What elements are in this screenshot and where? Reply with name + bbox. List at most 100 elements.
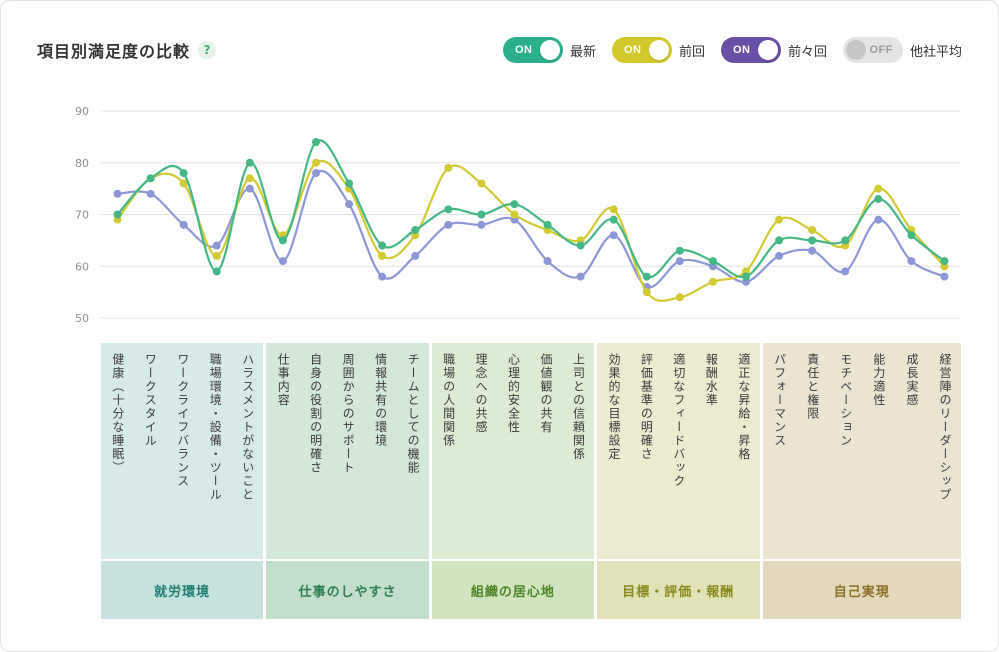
category-label: 情報共有の環境 bbox=[364, 343, 396, 559]
data-point[interactable] bbox=[345, 179, 354, 188]
data-point[interactable] bbox=[278, 257, 287, 266]
data-point[interactable] bbox=[477, 179, 486, 188]
data-point[interactable] bbox=[477, 210, 486, 219]
category-group-1: 健康（十分な睡眠） ワークスタイル ワークライフバランス 職場環境・設備・ツール ハラス… bbox=[101, 343, 264, 619]
category-label: チームとしての機能 bbox=[396, 343, 428, 559]
data-point[interactable] bbox=[378, 241, 387, 250]
data-point[interactable] bbox=[808, 226, 817, 235]
data-point[interactable] bbox=[841, 267, 850, 276]
category-label: パフォーマンス bbox=[763, 343, 796, 559]
data-point[interactable] bbox=[609, 231, 618, 240]
category-label: 健康（十分な睡眠） bbox=[101, 343, 133, 559]
data-point[interactable] bbox=[841, 236, 850, 245]
data-point[interactable] bbox=[444, 163, 453, 172]
data-point[interactable] bbox=[675, 246, 684, 255]
data-point[interactable] bbox=[543, 220, 552, 229]
data-point[interactable] bbox=[179, 220, 188, 229]
category-label: ハラスメントがないこと bbox=[231, 343, 263, 559]
data-point[interactable] bbox=[874, 184, 883, 193]
data-point[interactable] bbox=[642, 272, 651, 281]
category-label-text: 理念への共感 bbox=[474, 353, 489, 434]
data-point[interactable] bbox=[609, 215, 618, 224]
category-label-text: 適切なフィードバック bbox=[671, 353, 686, 488]
data-point[interactable] bbox=[179, 169, 188, 178]
group-band: 自己実現 bbox=[762, 561, 961, 619]
data-point[interactable] bbox=[510, 200, 519, 209]
data-point[interactable] bbox=[775, 215, 784, 224]
data-point[interactable] bbox=[212, 251, 221, 260]
toggle-switch[interactable]: OFF bbox=[842, 37, 903, 63]
data-point[interactable] bbox=[675, 257, 684, 266]
data-point[interactable] bbox=[113, 210, 122, 219]
toggle-knob-icon bbox=[845, 40, 866, 60]
data-point[interactable] bbox=[907, 257, 916, 266]
data-point[interactable] bbox=[278, 236, 287, 245]
y-axis-tick-label: 50 bbox=[75, 312, 89, 325]
y-axis-tick-label: 90 bbox=[75, 105, 89, 118]
data-point[interactable] bbox=[940, 272, 949, 281]
data-point[interactable] bbox=[378, 272, 387, 281]
data-point[interactable] bbox=[312, 169, 320, 178]
toggle-switch[interactable]: ON bbox=[720, 37, 781, 63]
data-point[interactable] bbox=[312, 138, 320, 147]
data-point[interactable] bbox=[146, 174, 155, 183]
data-point[interactable] bbox=[245, 184, 254, 193]
category-label-text: ワークスタイル bbox=[143, 353, 158, 448]
category-label: 理念への共感 bbox=[464, 343, 496, 559]
data-point[interactable] bbox=[212, 267, 221, 276]
data-point[interactable] bbox=[940, 257, 949, 266]
data-point[interactable] bbox=[312, 158, 320, 167]
category-label-text: ハラスメントがないこと bbox=[240, 353, 255, 502]
category-label: 能力適性 bbox=[862, 343, 895, 559]
data-point[interactable] bbox=[708, 257, 717, 266]
data-point[interactable] bbox=[378, 251, 387, 260]
toggle-state-label: OFF bbox=[869, 44, 893, 56]
toggle-switch[interactable]: ON bbox=[611, 37, 672, 63]
data-point[interactable] bbox=[444, 205, 453, 214]
toggle-group-2: ON 前回 bbox=[611, 37, 705, 63]
data-point[interactable] bbox=[179, 179, 188, 188]
data-point[interactable] bbox=[113, 189, 122, 198]
chart-area: 90 80 70 60 50 bbox=[37, 99, 962, 333]
data-point[interactable] bbox=[411, 226, 420, 235]
data-point[interactable] bbox=[477, 220, 486, 229]
help-icon[interactable]: ? bbox=[198, 41, 217, 59]
group-band: 組織の居心地 bbox=[431, 561, 595, 619]
data-point[interactable] bbox=[708, 277, 717, 286]
data-point[interactable] bbox=[775, 251, 784, 260]
data-point[interactable] bbox=[874, 194, 883, 203]
category-label-text: 上司との信頼関係 bbox=[571, 353, 586, 461]
data-point[interactable] bbox=[543, 257, 552, 266]
category-group-5: パフォーマンス 責任と権限 モチベーション 能力適性 成長実感 経営陣のリーダーシップ 自己… bbox=[762, 343, 961, 619]
data-point[interactable] bbox=[345, 200, 354, 209]
data-point[interactable] bbox=[245, 158, 254, 167]
data-point[interactable] bbox=[609, 205, 618, 214]
data-point[interactable] bbox=[808, 246, 817, 255]
data-point[interactable] bbox=[808, 236, 817, 245]
toggle-state-label: ON bbox=[623, 44, 642, 56]
category-label-text: 評価基準の明確さ bbox=[639, 353, 654, 461]
data-point[interactable] bbox=[245, 174, 254, 183]
data-point[interactable] bbox=[576, 241, 585, 250]
data-point[interactable] bbox=[775, 236, 784, 245]
data-point[interactable] bbox=[146, 189, 155, 198]
toggle-state-label: ON bbox=[514, 44, 533, 56]
category-label: 経営陣のリーダーシップ bbox=[928, 343, 961, 559]
data-point[interactable] bbox=[411, 251, 420, 260]
data-point[interactable] bbox=[444, 220, 453, 229]
data-point[interactable] bbox=[742, 272, 750, 281]
data-point[interactable] bbox=[510, 210, 519, 219]
category-label: 適正な昇給・昇格 bbox=[727, 343, 759, 559]
category-label: 職場環境・設備・ツール bbox=[198, 343, 230, 559]
toggle-group-1: ON 最新 bbox=[502, 37, 596, 63]
data-point[interactable] bbox=[874, 215, 883, 224]
category-label-text: 能力適性 bbox=[871, 353, 886, 407]
data-point[interactable] bbox=[675, 293, 684, 302]
data-point[interactable] bbox=[212, 241, 221, 250]
data-point[interactable] bbox=[907, 231, 916, 240]
data-point[interactable] bbox=[642, 288, 651, 297]
toggle-switch[interactable]: ON bbox=[502, 37, 563, 63]
data-point[interactable] bbox=[576, 272, 585, 281]
category-label: 心理的安全性 bbox=[497, 343, 529, 559]
series-line bbox=[116, 139, 946, 279]
